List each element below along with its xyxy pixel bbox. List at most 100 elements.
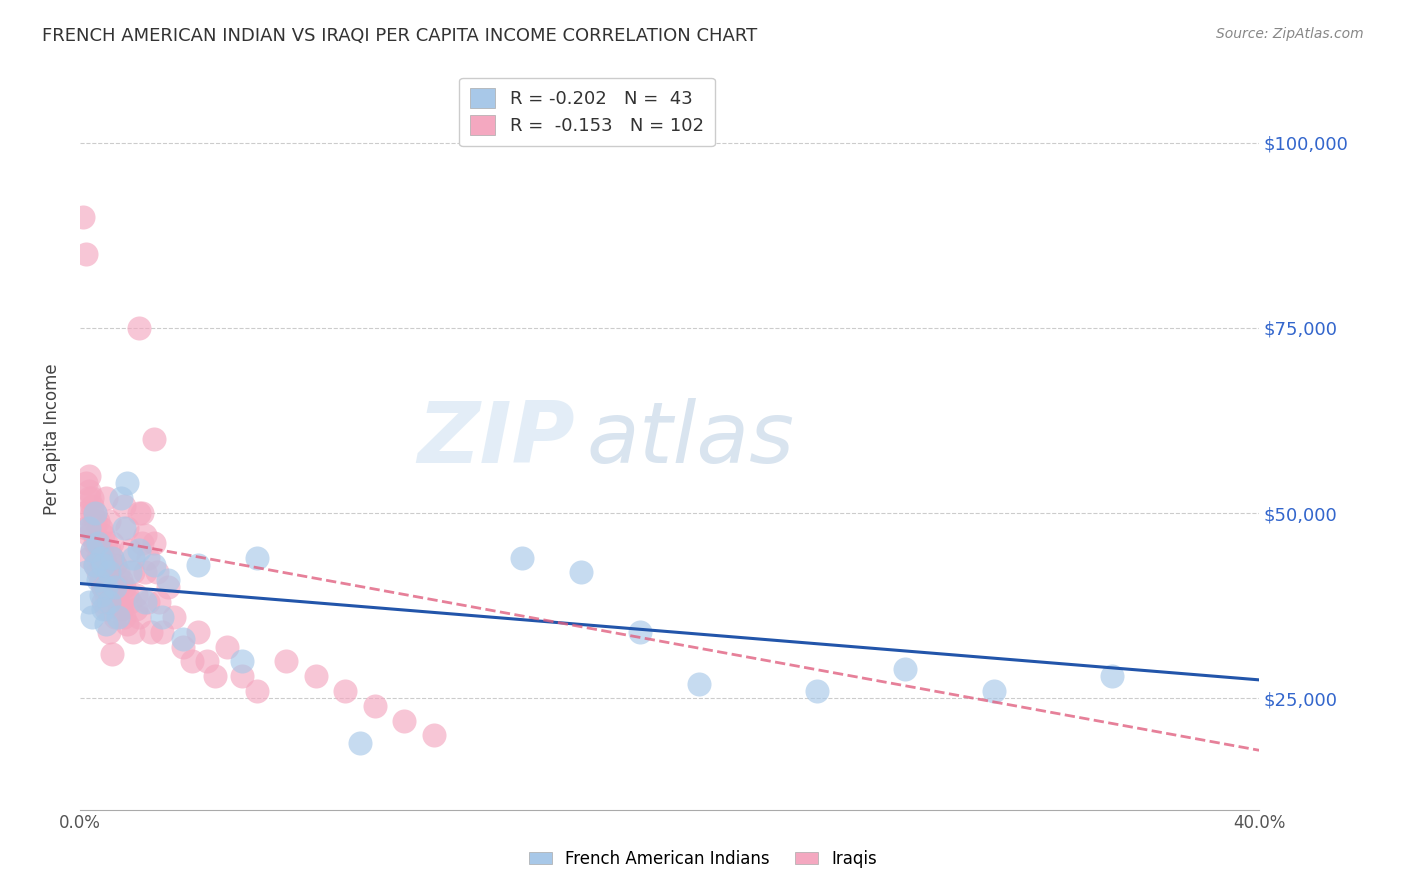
Text: ZIP: ZIP — [418, 398, 575, 481]
Point — [510, 550, 533, 565]
Point — [72, 210, 94, 224]
Point — [112, 580, 135, 594]
Point — [363, 698, 385, 713]
Point — [157, 580, 180, 594]
Point — [101, 550, 124, 565]
Point — [115, 588, 138, 602]
Point — [115, 521, 138, 535]
Text: FRENCH AMERICAN INDIAN VS IRAQI PER CAPITA INCOME CORRELATION CHART: FRENCH AMERICAN INDIAN VS IRAQI PER CAPI… — [42, 27, 758, 45]
Point — [101, 647, 124, 661]
Point — [80, 506, 103, 520]
Point — [157, 573, 180, 587]
Point — [93, 580, 115, 594]
Point — [139, 624, 162, 639]
Point — [118, 595, 141, 609]
Point — [93, 558, 115, 572]
Point — [104, 580, 127, 594]
Point — [107, 580, 129, 594]
Point — [145, 566, 167, 580]
Point — [104, 588, 127, 602]
Point — [75, 566, 97, 580]
Text: atlas: atlas — [586, 398, 794, 481]
Point — [128, 321, 150, 335]
Point — [72, 506, 94, 520]
Point — [98, 514, 121, 528]
Point — [83, 528, 105, 542]
Point — [75, 521, 97, 535]
Point — [125, 588, 148, 602]
Point — [231, 654, 253, 668]
Point — [422, 728, 444, 742]
Point — [83, 514, 105, 528]
Point — [77, 469, 100, 483]
Point — [276, 654, 298, 668]
Point — [118, 543, 141, 558]
Point — [75, 247, 97, 261]
Point — [83, 506, 105, 520]
Point — [89, 573, 111, 587]
Point — [96, 602, 118, 616]
Point — [96, 491, 118, 506]
Point — [98, 543, 121, 558]
Point — [110, 602, 132, 616]
Point — [195, 654, 218, 668]
Point — [96, 558, 118, 572]
Point — [112, 521, 135, 535]
Point — [89, 543, 111, 558]
Point — [101, 580, 124, 594]
Point — [93, 580, 115, 594]
Point — [628, 624, 651, 639]
Point — [187, 624, 209, 639]
Point — [112, 610, 135, 624]
Point — [86, 566, 108, 580]
Point — [142, 558, 165, 572]
Point — [335, 684, 357, 698]
Point — [83, 506, 105, 520]
Point — [80, 491, 103, 506]
Point — [86, 550, 108, 565]
Point — [983, 684, 1005, 698]
Point — [77, 491, 100, 506]
Point — [86, 535, 108, 549]
Point — [569, 566, 592, 580]
Point — [93, 528, 115, 542]
Point — [75, 476, 97, 491]
Point — [1101, 669, 1123, 683]
Point — [231, 669, 253, 683]
Point — [107, 566, 129, 580]
Point — [118, 566, 141, 580]
Point — [122, 550, 145, 565]
Point — [93, 602, 115, 616]
Point — [163, 610, 186, 624]
Point — [142, 535, 165, 549]
Point — [110, 602, 132, 616]
Point — [152, 610, 174, 624]
Point — [107, 610, 129, 624]
Point — [77, 550, 100, 565]
Point — [83, 558, 105, 572]
Point — [98, 624, 121, 639]
Point — [77, 528, 100, 542]
Point — [96, 588, 118, 602]
Point — [349, 736, 371, 750]
Point — [98, 566, 121, 580]
Point — [107, 595, 129, 609]
Point — [688, 676, 710, 690]
Point — [148, 595, 170, 609]
Point — [217, 640, 239, 654]
Point — [89, 521, 111, 535]
Point — [110, 491, 132, 506]
Point — [204, 669, 226, 683]
Point — [104, 558, 127, 572]
Point — [180, 654, 202, 668]
Point — [86, 514, 108, 528]
Point — [83, 535, 105, 549]
Point — [136, 550, 159, 565]
Point — [80, 499, 103, 513]
Point — [122, 624, 145, 639]
Text: Source: ZipAtlas.com: Source: ZipAtlas.com — [1216, 27, 1364, 41]
Point — [134, 595, 156, 609]
Point — [125, 602, 148, 616]
Point — [131, 535, 153, 549]
Point — [122, 566, 145, 580]
